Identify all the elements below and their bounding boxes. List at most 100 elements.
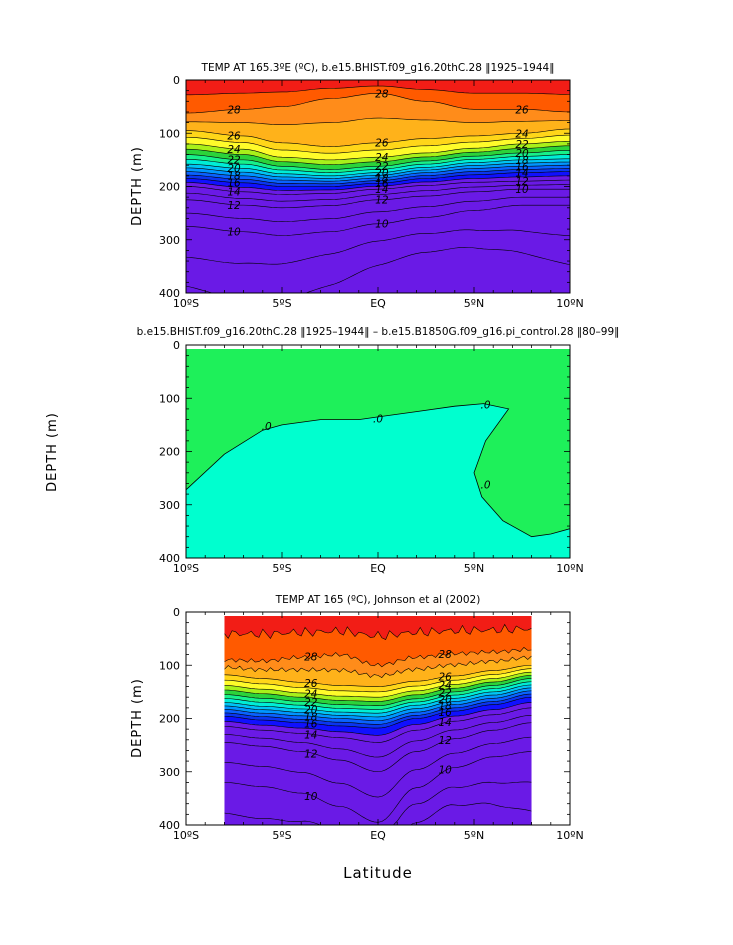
temperature-band bbox=[224, 751, 532, 825]
contour-label: 24 bbox=[515, 128, 528, 140]
isotherm-line bbox=[186, 93, 570, 114]
temperature-band bbox=[186, 184, 570, 208]
panel-observed-temperature: 28 28262624242222202018181616141412121010… bbox=[130, 594, 584, 882]
temperature-band bbox=[224, 616, 532, 640]
isotherm-line bbox=[224, 696, 532, 729]
temperature-band bbox=[224, 697, 532, 736]
isotherm-line bbox=[186, 196, 570, 222]
contour-label: 10 bbox=[375, 219, 389, 231]
temperature-band bbox=[186, 85, 570, 114]
isotherm-line bbox=[186, 179, 570, 195]
temperature-shading bbox=[186, 80, 570, 293]
temperature-band bbox=[186, 154, 570, 176]
isotherm-line bbox=[224, 693, 532, 725]
contour-label: 12 bbox=[227, 200, 241, 212]
contour-label: 20 bbox=[515, 148, 529, 160]
isotherm-line bbox=[186, 188, 570, 209]
y-tick-label: 100 bbox=[159, 659, 180, 672]
y-tick-label: 0 bbox=[173, 606, 180, 619]
isotherm-line bbox=[186, 134, 570, 154]
temperature-band bbox=[186, 197, 570, 236]
contour-label: 22 bbox=[515, 139, 529, 151]
contour-label: 14 bbox=[439, 717, 452, 729]
temperature-band bbox=[186, 229, 570, 293]
contour-label: 14 bbox=[515, 168, 528, 180]
isotherm-line bbox=[224, 655, 532, 679]
temperature-band bbox=[224, 737, 532, 823]
temperature-band bbox=[186, 135, 570, 160]
contour-label: 10 bbox=[515, 184, 529, 196]
y-axis-label: DEPTH (m) bbox=[130, 146, 145, 226]
isotherm-line bbox=[186, 161, 570, 179]
temperature-band bbox=[224, 715, 532, 772]
isotherm-line bbox=[186, 168, 570, 185]
temperature-band bbox=[224, 672, 532, 702]
contour-label: .0 bbox=[481, 480, 491, 492]
axis-ticks: 10ºS 5ºS EQ 5ºN 10ºN 0 100 200 300 400 bbox=[159, 606, 584, 842]
contour-label: 18 bbox=[304, 711, 318, 723]
isotherm-line bbox=[224, 671, 532, 698]
isotherm-line bbox=[186, 171, 570, 187]
contour-label: 16 bbox=[375, 178, 389, 190]
y-tick-label: 100 bbox=[159, 127, 180, 140]
contour-label: 12 bbox=[439, 735, 453, 747]
contour-label: 10 bbox=[227, 226, 241, 238]
temperature-band bbox=[186, 93, 570, 125]
y-tick-label: 300 bbox=[159, 234, 180, 247]
temperature-band bbox=[186, 128, 570, 154]
x-tick-label: EQ bbox=[370, 829, 386, 842]
isotherm-line bbox=[224, 684, 532, 714]
axis-ticks: 10ºS 5ºS EQ 5ºN 10ºN 0 100 200 300 400 bbox=[159, 74, 584, 310]
contour-label: 14 bbox=[304, 729, 317, 741]
contour-label: 10 bbox=[439, 764, 453, 776]
contour-label: 14 bbox=[375, 184, 388, 196]
temperature-band bbox=[186, 205, 570, 265]
contour-label: 26 bbox=[375, 138, 389, 150]
x-tick-label: 10ºS bbox=[173, 562, 199, 575]
contour-label: 12 bbox=[375, 195, 389, 207]
temperature-band bbox=[224, 781, 532, 825]
y-tick-label: 0 bbox=[173, 74, 180, 87]
x-tick-label: 10ºN bbox=[556, 829, 583, 842]
temperature-band bbox=[186, 145, 570, 170]
contour-label: 20 bbox=[304, 705, 318, 717]
contour-label: 24 bbox=[227, 144, 240, 156]
chart-title: TEMP AT 165 (ºC), Johnson et al (2002) bbox=[275, 594, 481, 606]
temperature-band bbox=[186, 162, 570, 182]
contour-label: 28 bbox=[439, 649, 453, 661]
isotherm-line bbox=[224, 623, 532, 640]
x-tick-label: 5ºN bbox=[464, 829, 484, 842]
contour-label: 26 bbox=[304, 678, 318, 690]
temperature-band bbox=[186, 168, 570, 187]
contour-label: 14 bbox=[227, 186, 240, 198]
x-tick-label: 10ºS bbox=[173, 829, 199, 842]
isotherm-line bbox=[224, 664, 532, 687]
x-tick-label: 10ºS bbox=[173, 297, 199, 310]
y-tick-label: 300 bbox=[159, 766, 180, 779]
contour-label: 26 bbox=[515, 104, 529, 116]
contour-label: 18 bbox=[515, 155, 529, 167]
y-tick-label: 200 bbox=[159, 181, 180, 194]
temperature-band bbox=[224, 655, 532, 687]
contour-label: 22 bbox=[439, 688, 453, 700]
isotherm-line bbox=[224, 707, 532, 743]
temperature-band bbox=[186, 247, 570, 293]
contour-label: 22 bbox=[304, 697, 318, 709]
contour-label: .0 bbox=[373, 413, 383, 425]
isotherm-line bbox=[186, 204, 570, 236]
contour-label: 10 bbox=[304, 791, 318, 803]
isotherm-line bbox=[186, 140, 570, 161]
contour-label: 22 bbox=[375, 161, 389, 173]
isotherm-contours bbox=[224, 623, 532, 825]
isotherm-line bbox=[410, 802, 532, 825]
no-data-region bbox=[531, 612, 570, 825]
temperature-band bbox=[224, 722, 532, 798]
temperature-band bbox=[224, 702, 532, 743]
contour-label: 26 bbox=[227, 131, 241, 143]
temperature-band bbox=[186, 175, 570, 195]
isotherm-line bbox=[186, 246, 570, 293]
temperature-band bbox=[410, 803, 532, 825]
contour-label: 24 bbox=[304, 689, 317, 701]
contour-label: 12 bbox=[304, 748, 318, 760]
